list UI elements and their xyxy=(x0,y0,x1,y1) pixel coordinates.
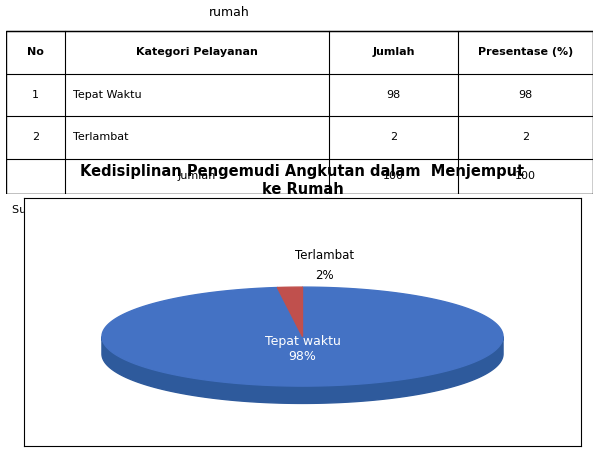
Text: 2: 2 xyxy=(522,132,529,142)
Text: 2: 2 xyxy=(390,132,397,142)
Text: Tepat waktu
98%: Tepat waktu 98% xyxy=(265,335,340,363)
Text: 100: 100 xyxy=(515,171,536,181)
FancyBboxPatch shape xyxy=(6,31,593,194)
Text: 98: 98 xyxy=(386,90,401,100)
Text: Kategori Pelayanan: Kategori Pelayanan xyxy=(136,47,258,57)
Text: Jumlah: Jumlah xyxy=(177,171,216,181)
Text: Jumlah: Jumlah xyxy=(372,47,415,57)
Text: 98: 98 xyxy=(518,90,533,100)
Polygon shape xyxy=(102,287,503,386)
Polygon shape xyxy=(102,337,503,403)
Text: rumah: rumah xyxy=(208,6,249,19)
Polygon shape xyxy=(277,287,302,337)
Text: Terlambat: Terlambat xyxy=(74,132,129,142)
Text: Sumber : Hasil kuisoner: Sumber : Hasil kuisoner xyxy=(12,205,144,215)
Text: 100: 100 xyxy=(383,171,404,181)
Text: 2%: 2% xyxy=(316,269,334,282)
Text: Tepat Waktu: Tepat Waktu xyxy=(74,90,142,100)
Text: 2: 2 xyxy=(32,132,39,142)
Text: Presentase (%): Presentase (%) xyxy=(478,47,573,57)
Text: No: No xyxy=(27,47,44,57)
Title: Kedisiplinan Pengemudi Angkutan dalam  Menjemput
ke Rumah: Kedisiplinan Pengemudi Angkutan dalam Me… xyxy=(80,164,525,197)
Text: 1: 1 xyxy=(32,90,39,100)
Text: Terlambat: Terlambat xyxy=(295,249,355,262)
